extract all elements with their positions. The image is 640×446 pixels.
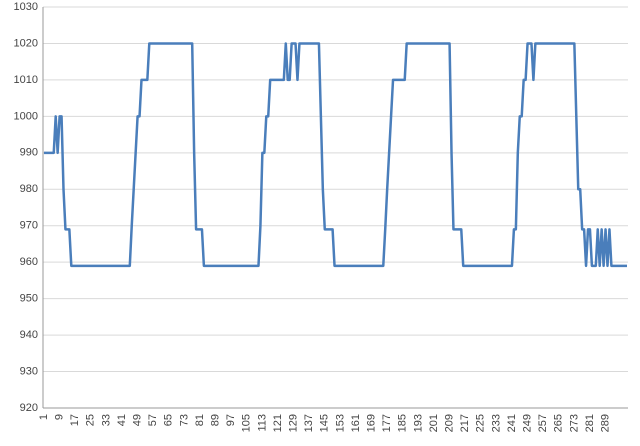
x-tick-label: 97 bbox=[225, 414, 237, 426]
x-tick-label: 129 bbox=[287, 414, 299, 432]
x-tick-label: 177 bbox=[381, 414, 393, 432]
y-tick-label: 920 bbox=[20, 402, 38, 414]
x-tick-label: 121 bbox=[272, 414, 284, 432]
x-tick-label: 185 bbox=[397, 414, 409, 432]
x-tick-label: 113 bbox=[256, 414, 268, 432]
x-tick-label: 105 bbox=[241, 414, 253, 432]
y-tick-label: 960 bbox=[20, 256, 38, 268]
x-tick-label: 225 bbox=[475, 414, 487, 432]
x-tick-label: 145 bbox=[319, 414, 331, 432]
y-tick-label: 940 bbox=[20, 329, 38, 341]
x-tick-label: 89 bbox=[209, 414, 221, 426]
data-line bbox=[44, 42, 627, 268]
x-tick-label: 201 bbox=[428, 414, 440, 432]
y-tick-label: 1000 bbox=[14, 110, 38, 122]
x-tick-label: 217 bbox=[459, 414, 471, 432]
x-tick-label: 9 bbox=[54, 414, 66, 420]
x-tick-label: 257 bbox=[537, 414, 549, 432]
y-tick-label: 1020 bbox=[14, 37, 38, 49]
x-tick-label: 49 bbox=[131, 414, 143, 426]
x-tick-label: 153 bbox=[334, 414, 346, 432]
x-tick-label: 169 bbox=[365, 414, 377, 432]
x-tick-label: 57 bbox=[147, 414, 159, 426]
x-tick-label: 193 bbox=[412, 414, 424, 432]
x-tick-label: 41 bbox=[116, 414, 128, 426]
y-tick-label: 990 bbox=[20, 147, 38, 159]
x-tick-label: 233 bbox=[490, 414, 502, 432]
y-tick-label: 980 bbox=[20, 183, 38, 195]
x-tick-label: 17 bbox=[69, 414, 81, 426]
x-tick-label: 33 bbox=[100, 414, 112, 426]
y-tick-label: 950 bbox=[20, 293, 38, 305]
x-tick-label: 25 bbox=[85, 414, 97, 426]
y-tick-label: 1030 bbox=[14, 1, 38, 13]
x-tick-label: 161 bbox=[350, 414, 362, 432]
x-tick-label: 1 bbox=[38, 414, 50, 420]
x-tick-label: 281 bbox=[584, 414, 596, 432]
x-tick-label: 81 bbox=[194, 414, 206, 426]
x-tick-label: 249 bbox=[521, 414, 533, 432]
x-tick-label: 137 bbox=[303, 414, 315, 432]
x-tick-label: 241 bbox=[506, 414, 518, 432]
x-tick-label: 265 bbox=[553, 414, 565, 432]
y-tick-label: 930 bbox=[20, 365, 38, 377]
x-tick-label: 65 bbox=[163, 414, 175, 426]
y-tick-label: 1010 bbox=[14, 74, 38, 86]
y-tick-label: 970 bbox=[20, 220, 38, 232]
x-tick-label: 289 bbox=[599, 414, 611, 432]
x-tick-label: 273 bbox=[568, 414, 580, 432]
x-tick-label: 209 bbox=[443, 414, 455, 432]
x-tick-label: 73 bbox=[178, 414, 190, 426]
